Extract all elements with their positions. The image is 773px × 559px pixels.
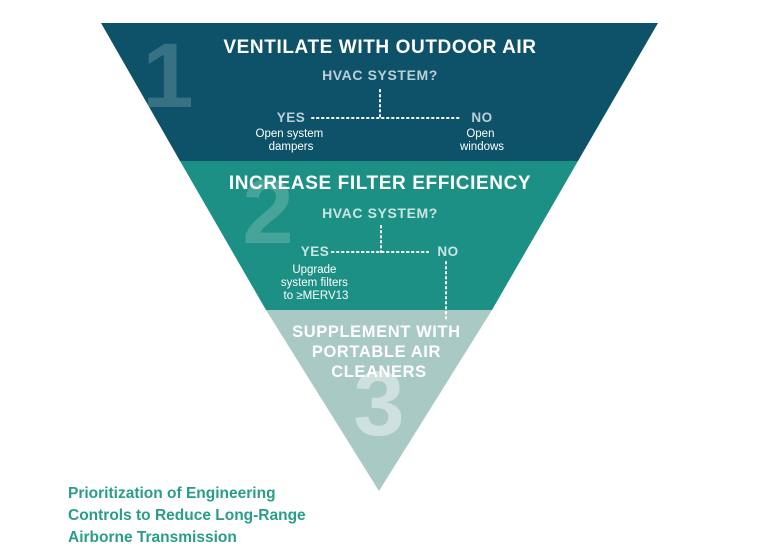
tier-1-number: 1 (142, 25, 193, 127)
tier-2-number: 2 (242, 161, 293, 263)
tier-1-heading: VENTILATE WITH OUTDOOR AIR (223, 37, 536, 58)
tier-3-heading: SUPPLEMENT WITH PORTABLE AIR CLEANERS (292, 323, 466, 381)
tier-1-no-label: NO (471, 110, 492, 125)
tier-2-heading: INCREASE FILTER EFFICIENCY (229, 173, 531, 194)
tier-1-no-detail: Open windows (459, 128, 504, 153)
tier-2-question: HVAC SYSTEM? (322, 205, 438, 221)
tier-2-yes-detail: Upgrade system filters to ≥MERV13 (281, 264, 351, 302)
tier-3-number: 3 (353, 353, 404, 455)
tier-2-no-label: NO (437, 244, 458, 259)
figure-caption: Prioritization of Engineering Controls t… (68, 485, 310, 546)
tier-1-yes-label: YES (277, 110, 306, 125)
tier-1-question: HVAC SYSTEM? (322, 67, 438, 83)
tier-2-yes-label: YES (301, 244, 330, 259)
tier-1-yes-detail: Open system dampers (256, 128, 327, 153)
tier-3-band (266, 310, 492, 491)
tier-2-band (180, 161, 578, 310)
